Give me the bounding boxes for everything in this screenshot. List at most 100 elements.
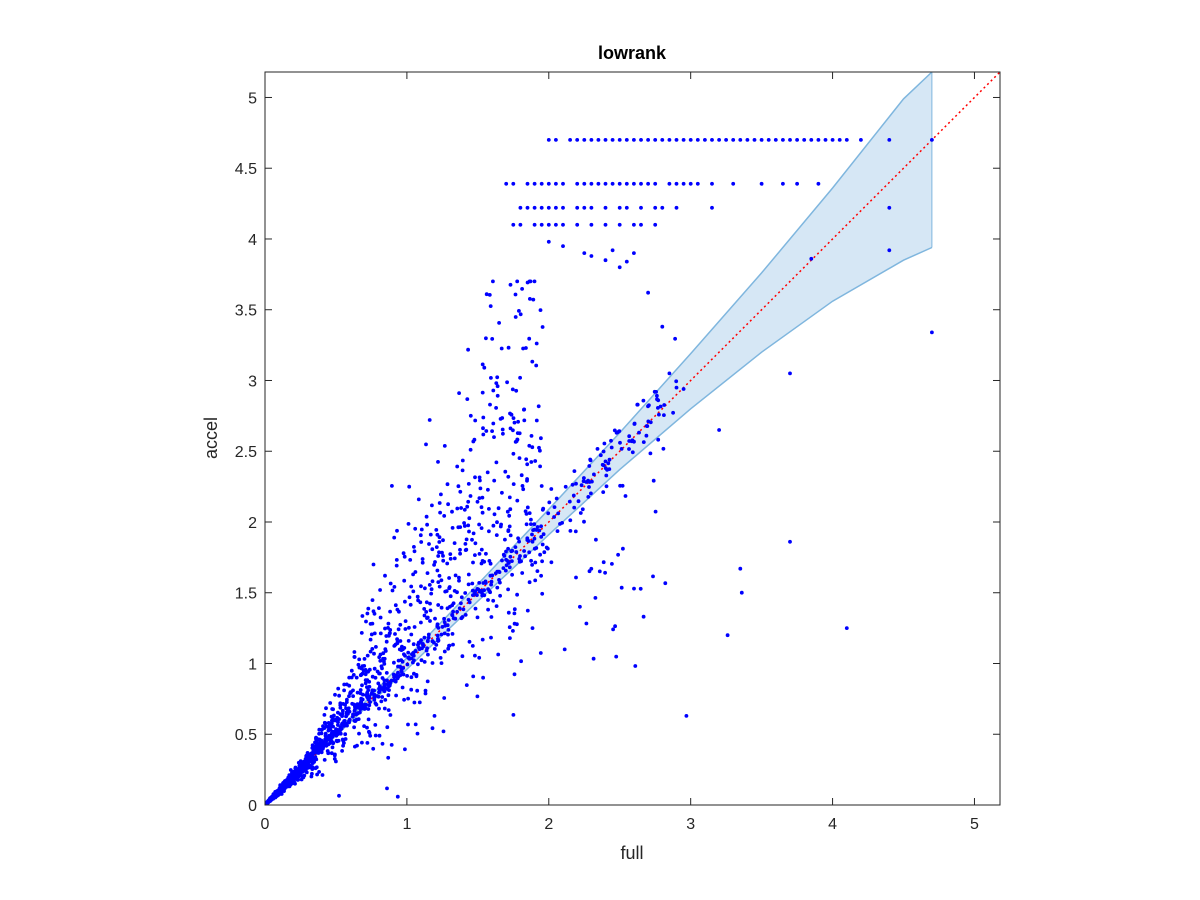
scatter-point	[456, 525, 461, 530]
scatter-point	[331, 741, 335, 746]
scatter-point	[497, 321, 501, 325]
scatter-point	[466, 347, 470, 352]
scatter-point	[434, 643, 439, 647]
scatter-point	[481, 426, 485, 431]
scatter-point	[303, 761, 308, 766]
scatter-point	[392, 660, 396, 665]
y-tick-label: 2.5	[235, 444, 257, 461]
scatter-point	[419, 527, 424, 532]
scatter-point	[403, 599, 407, 604]
scatter-point	[646, 138, 650, 142]
scatter-point	[539, 181, 544, 186]
scatter-point	[445, 482, 450, 487]
scatter-point	[419, 658, 424, 663]
scatter-point	[313, 755, 318, 760]
scatter-point	[460, 654, 465, 659]
scatter-point	[491, 388, 496, 393]
scatter-point	[446, 646, 451, 651]
scatter-point	[385, 786, 389, 791]
scatter-point	[513, 292, 518, 297]
scatter-point	[456, 484, 461, 489]
scatter-point	[475, 499, 480, 504]
scatter-point	[505, 509, 510, 514]
scatter-point	[417, 647, 422, 651]
scatter-point	[441, 538, 445, 543]
scatter-point	[517, 559, 522, 564]
scatter-point	[494, 533, 499, 537]
scatter-point	[435, 633, 440, 638]
scatter-point	[458, 547, 462, 552]
scatter-point	[588, 457, 593, 462]
scatter-point	[597, 569, 602, 574]
scatter-point	[592, 472, 596, 477]
scatter-point	[388, 631, 392, 635]
scatter-point	[481, 415, 486, 420]
scatter-point	[425, 679, 430, 684]
scatter-point	[400, 659, 405, 664]
scatter-point	[506, 528, 511, 533]
scatter-point	[486, 487, 490, 492]
scatter-point	[394, 563, 399, 568]
scatter-point	[419, 540, 424, 544]
scatter-point	[639, 138, 643, 142]
scatter-point	[455, 506, 460, 511]
scatter-point	[615, 430, 620, 435]
scatter-point	[508, 636, 512, 640]
scatter-point	[511, 713, 516, 717]
scatter-point	[412, 625, 417, 629]
scatter-point	[837, 138, 842, 142]
scatter-point	[385, 725, 390, 730]
scatter-point	[439, 605, 444, 610]
scatter-point	[663, 581, 668, 586]
scatter-point	[609, 445, 614, 450]
scatter-point	[379, 699, 384, 704]
scatter-point	[511, 181, 516, 186]
scatter-point	[475, 615, 480, 620]
scatter-point	[560, 521, 564, 525]
scatter-point	[424, 442, 428, 447]
scatter-point	[681, 181, 686, 186]
scatter-point	[488, 304, 493, 308]
scatter-point	[618, 440, 622, 445]
scatter-point	[365, 685, 369, 689]
scatter-point	[499, 522, 503, 527]
scatter-point	[477, 655, 482, 660]
scatter-point	[447, 576, 451, 580]
scatter-point	[394, 693, 398, 698]
scatter-point	[509, 549, 514, 554]
scatter-point	[345, 711, 349, 716]
scatter-point	[612, 428, 617, 433]
scatter-point	[596, 181, 601, 186]
scatter-point	[481, 581, 486, 585]
scatter-point	[381, 651, 386, 656]
scatter-point	[473, 606, 478, 611]
scatter-point	[437, 584, 442, 589]
scatter-point	[499, 346, 504, 351]
scatter-point	[481, 675, 485, 680]
scatter-point	[413, 722, 418, 727]
scatter-point	[561, 205, 565, 210]
scatter-point	[567, 499, 572, 504]
scatter-point	[448, 552, 453, 556]
scatter-point	[412, 671, 416, 676]
scatter-point	[471, 674, 476, 679]
scatter-point	[561, 244, 565, 249]
scatter-point	[515, 498, 520, 503]
scatter-point	[589, 181, 594, 186]
scatter-point	[830, 138, 835, 142]
scatter-point	[617, 138, 622, 142]
scatter-point	[738, 566, 743, 571]
scatter-point	[520, 484, 525, 488]
scatter-point	[534, 528, 539, 532]
scatter-point	[562, 647, 567, 652]
scatter-point	[563, 484, 568, 489]
scatter-point	[844, 138, 849, 142]
scatter-point	[395, 794, 400, 799]
scatter-point	[491, 523, 496, 528]
scatter-point	[529, 460, 534, 464]
scatter-point	[534, 341, 539, 346]
scatter-point	[480, 362, 485, 367]
scatter-point	[887, 138, 892, 142]
scatter-point	[486, 607, 490, 612]
scatter-point	[338, 705, 343, 710]
